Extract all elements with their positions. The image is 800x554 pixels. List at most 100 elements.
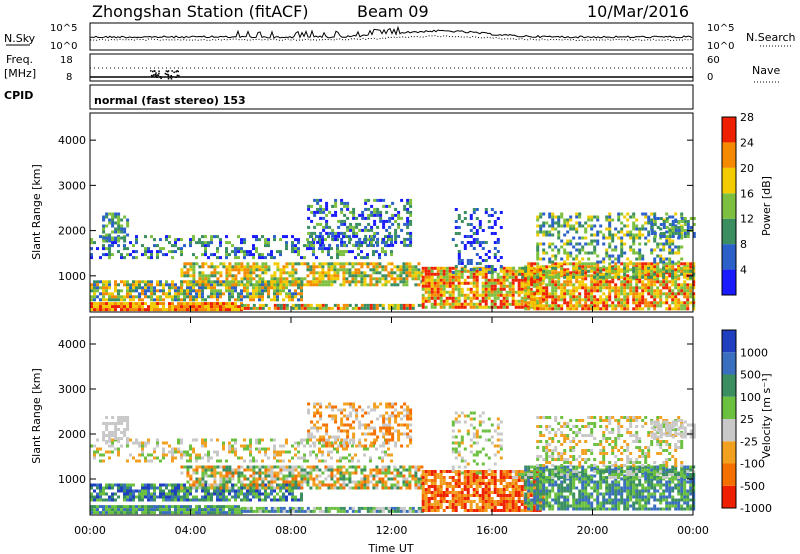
- heatmap-cell: [322, 228, 326, 232]
- heatmap-cell: [384, 253, 387, 257]
- heatmap-cell: [363, 477, 367, 481]
- heatmap-cell: [590, 269, 594, 273]
- heatmap-cell: [433, 296, 437, 300]
- heatmap-cell: [210, 492, 213, 496]
- heatmap-cell: [596, 215, 600, 219]
- heatmap-cell: [252, 265, 256, 269]
- heatmap-cell: [180, 456, 183, 460]
- heatmap-cell: [321, 453, 324, 457]
- heatmap-cell: [665, 217, 669, 220]
- heatmap-cell: [677, 292, 681, 296]
- heatmap-cell: [228, 292, 231, 296]
- heatmap-cell: [141, 298, 144, 302]
- heatmap-cell: [351, 456, 354, 460]
- heatmap-cell: [306, 238, 309, 242]
- heatmap-cell: [261, 253, 264, 257]
- heatmap-cell: [189, 492, 192, 496]
- heatmap-cell: [300, 438, 303, 442]
- heatmap-cell: [354, 486, 358, 490]
- heatmap-cell: [342, 283, 346, 287]
- heatmap-cell: [375, 471, 379, 475]
- heatmap-cell: [186, 271, 190, 275]
- heatmap-cell: [234, 274, 238, 278]
- heatmap-cell: [466, 262, 470, 265]
- heatmap-cell: [629, 283, 633, 287]
- heatmap-cell: [180, 441, 183, 445]
- heatmap-cell: [518, 266, 522, 270]
- heatmap-cell: [333, 262, 337, 266]
- heatmap-cell: [584, 301, 588, 305]
- nsky-trace: [89, 25, 693, 42]
- heatmap-cell: [180, 302, 183, 306]
- heatmap-cell: [285, 235, 288, 239]
- heatmap-cell: [294, 441, 297, 445]
- heatmap-cell: [255, 459, 258, 463]
- heatmap-cell: [363, 486, 367, 490]
- heatmap-cell: [243, 468, 247, 472]
- heatmap-cell: [481, 229, 485, 232]
- heatmap-cell: [297, 456, 300, 460]
- heatmap-cell: [554, 298, 558, 302]
- heatmap-cell: [400, 228, 404, 232]
- heatmap-cell: [297, 465, 301, 469]
- heatmap-cell: [249, 498, 252, 502]
- heatmap-cell: [120, 227, 124, 231]
- heatmap-cell: [297, 303, 301, 307]
- heatmap-cell: [445, 275, 449, 279]
- heatmap-cell: [575, 230, 579, 234]
- heatmap-cell: [632, 262, 636, 266]
- heatmap-cell: [454, 287, 458, 291]
- heatmap-cell: [692, 301, 696, 305]
- heatmap-cell: [192, 295, 195, 299]
- heatmap-cell: [656, 286, 660, 290]
- heatmap-cell: [264, 453, 267, 457]
- heatmap-cell: [327, 283, 331, 287]
- heatmap-cell: [671, 280, 675, 284]
- heatmap-cell: [231, 505, 234, 509]
- heatmap-cell: [345, 235, 348, 239]
- heatmap-cell: [186, 508, 189, 512]
- heatmap-cell: [354, 280, 358, 284]
- heatmap-cell: [162, 450, 165, 454]
- heatmap-cell: [120, 444, 123, 448]
- heatmap-cell: [210, 498, 213, 502]
- heatmap-cell: [192, 480, 196, 484]
- heatmap-cell: [144, 459, 147, 463]
- heatmap-cell: [668, 262, 672, 266]
- heatmap-cell: [243, 238, 246, 242]
- heatmap-cell: [120, 289, 123, 293]
- heatmap-cell: [417, 465, 421, 469]
- heatmap-cell: [132, 250, 135, 254]
- heatmap-cell: [411, 265, 415, 269]
- heatmap-cell: [390, 235, 393, 239]
- heatmap-cell: [168, 283, 171, 287]
- heatmap-cell: [216, 308, 219, 312]
- heatmap-cell: [569, 227, 573, 231]
- heatmap-cell: [258, 477, 262, 481]
- heatmap-cell: [354, 274, 358, 278]
- heatmap-cell: [566, 269, 570, 273]
- heatmap-cell: [466, 275, 470, 279]
- heatmap-cell: [180, 305, 183, 309]
- heatmap-cell: [264, 280, 267, 284]
- heatmap-cell: [545, 307, 549, 311]
- heatmap-cell: [327, 506, 331, 510]
- heatmap-cell: [439, 290, 443, 294]
- heatmap-cell: [126, 283, 129, 287]
- heatmap-cell: [451, 287, 455, 291]
- heatmap-cell: [340, 240, 344, 244]
- heatmap-cell: [355, 222, 359, 226]
- heatmap-cell: [120, 489, 123, 493]
- heatmap-cell: [680, 226, 684, 229]
- heatmap-cell: [343, 222, 347, 226]
- heatmap-cell: [527, 280, 531, 284]
- heatmap-cell: [355, 231, 359, 235]
- heatmap-cell: [406, 219, 410, 223]
- heatmap-cell: [659, 217, 663, 220]
- heatmap-cell: [249, 459, 252, 463]
- heatmap-cell: [575, 248, 579, 252]
- heatmap-cell: [382, 240, 386, 244]
- heatmap-cell: [261, 265, 265, 269]
- heatmap-cell: [548, 265, 552, 269]
- heatmap-cell: [120, 505, 123, 509]
